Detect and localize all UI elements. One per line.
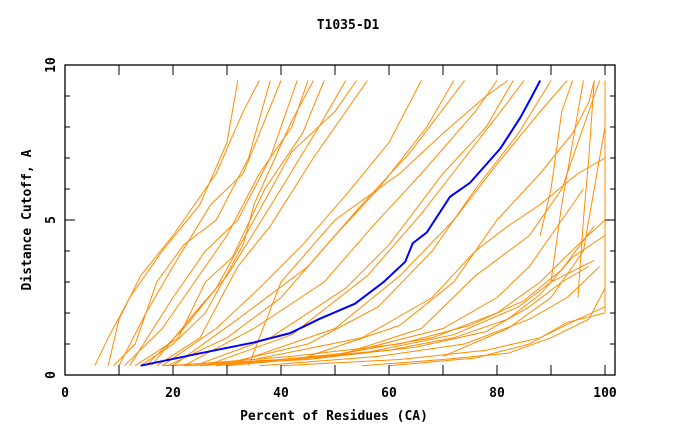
x-tick-label: 40 xyxy=(273,386,289,401)
series-line-6 xyxy=(134,80,325,367)
series-line-32 xyxy=(334,80,601,357)
series-line-19 xyxy=(248,80,509,366)
y-tick-label: 5 xyxy=(44,216,59,224)
y-axis-label: Distance Cutoff, A xyxy=(20,149,35,290)
series-line-28 xyxy=(361,287,606,367)
x-tick-label: 0 xyxy=(61,386,69,401)
series-line-9 xyxy=(156,80,368,367)
series-line-8 xyxy=(151,80,347,367)
series-group xyxy=(94,80,606,367)
series-line-13 xyxy=(172,80,465,367)
series-line-5 xyxy=(129,80,298,366)
x-axis-label: Percent of Residues (CA) xyxy=(240,409,428,424)
series-line-10 xyxy=(140,80,314,367)
ticks: 0 20 40 60 80 100 0 5 10 xyxy=(44,57,617,401)
series-line-2 xyxy=(113,80,271,367)
series-line-7 xyxy=(145,80,358,367)
y-tick-label: 10 xyxy=(44,57,59,73)
highlight-series-line xyxy=(140,80,542,367)
series-line-3 xyxy=(118,80,282,366)
x-tick-label: 60 xyxy=(381,386,397,401)
series-line-1 xyxy=(107,80,260,366)
series-line-31 xyxy=(307,80,595,357)
series-line-21 xyxy=(172,225,595,367)
series-line-17 xyxy=(216,80,552,367)
series-line-36 xyxy=(550,80,584,283)
series-line-18 xyxy=(226,80,568,367)
series-line-4 xyxy=(124,80,309,367)
series-line-35 xyxy=(577,80,595,298)
series-line-16 xyxy=(205,80,525,367)
series-line-23 xyxy=(199,219,606,367)
series-line-29 xyxy=(388,312,606,367)
x-tick-label: 20 xyxy=(165,386,181,401)
series-line-27 xyxy=(280,306,606,367)
y-tick-label: 0 xyxy=(44,371,59,379)
series-line-30 xyxy=(253,157,606,360)
series-line-11 xyxy=(161,80,422,367)
series-line-0 xyxy=(94,80,239,366)
series-line-26 xyxy=(259,266,600,367)
series-line-24 xyxy=(216,188,584,367)
series-line-14 xyxy=(183,80,498,367)
series-line-22 xyxy=(183,266,590,367)
x-tick-label: 80 xyxy=(489,386,505,401)
series-line-37 xyxy=(539,80,574,236)
chart-title: T1035-D1 xyxy=(317,18,380,33)
x-tick-label: 100 xyxy=(593,386,617,401)
